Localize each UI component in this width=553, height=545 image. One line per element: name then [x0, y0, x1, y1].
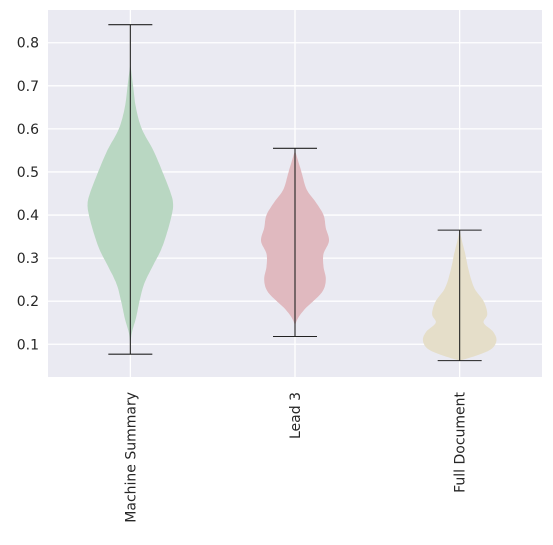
y-axis-ticks: 0.1 0.2 0.3 0.4 0.5 0.6 0.7 0.8 — [17, 36, 39, 354]
x-tick-label: Full Document — [453, 391, 469, 492]
y-tick-label: 0.6 — [17, 122, 39, 138]
y-tick-label: 0.7 — [17, 79, 39, 95]
x-tick-label: Lead 3 — [288, 392, 304, 439]
y-tick-label: 0.2 — [17, 294, 39, 310]
y-tick-label: 0.1 — [17, 337, 39, 353]
y-tick-label: 0.3 — [17, 251, 39, 267]
y-tick-label: 0.4 — [17, 208, 39, 224]
y-tick-label: 0.5 — [17, 165, 39, 181]
x-tick-label: Machine Summary — [123, 392, 139, 523]
x-axis-ticks: Machine Summary Lead 3 Full Document — [123, 391, 468, 522]
whiskers — [108, 24, 482, 362]
y-tick-label: 0.8 — [17, 36, 39, 52]
